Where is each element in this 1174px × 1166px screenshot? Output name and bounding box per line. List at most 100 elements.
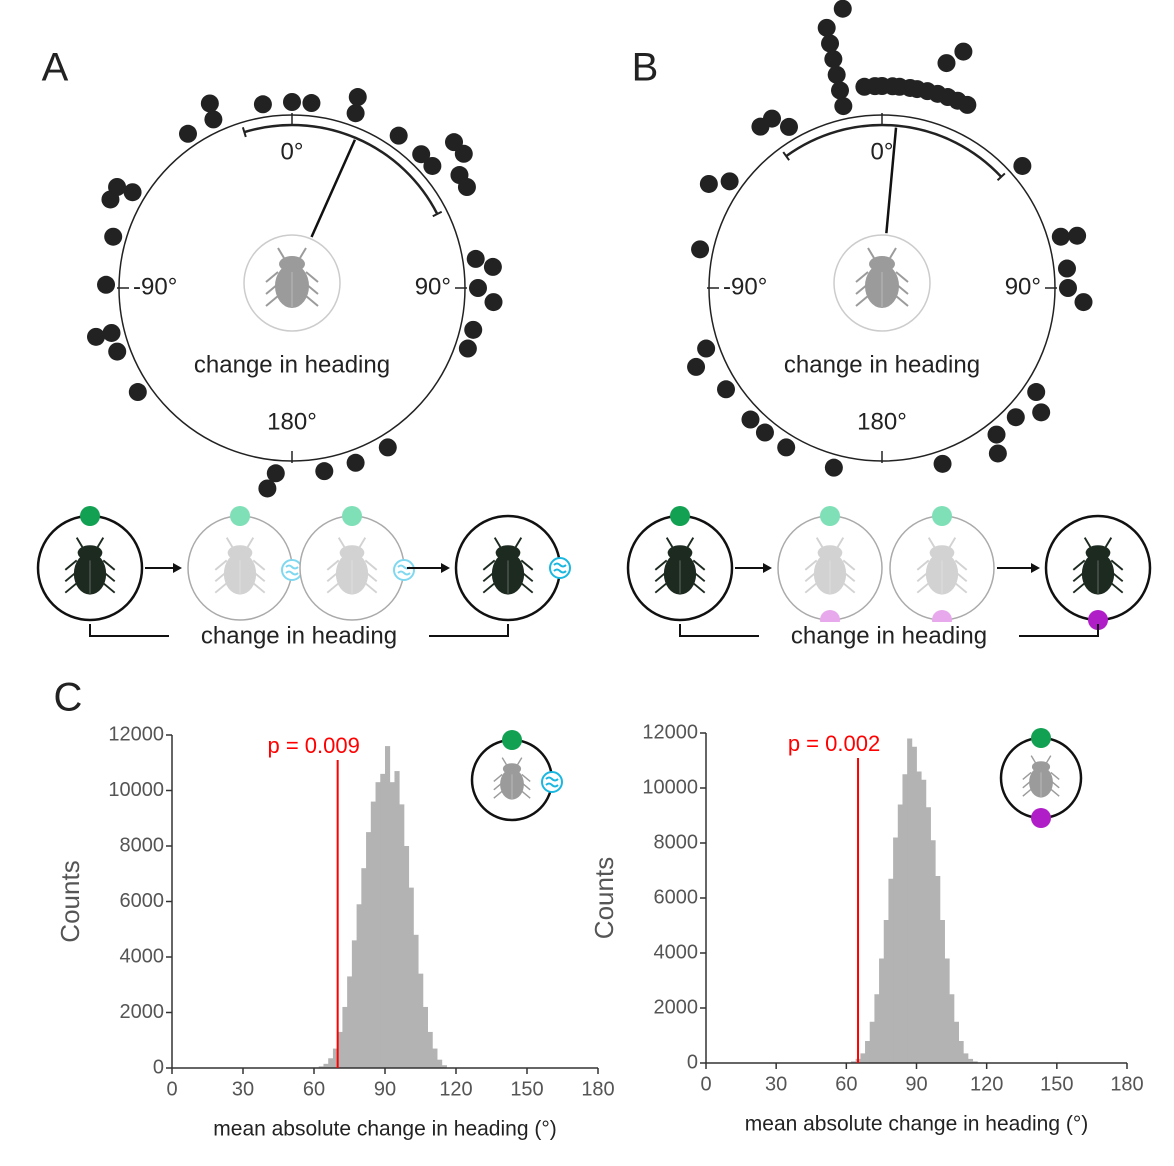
x-tick-label: 180 [581, 1078, 614, 1100]
beetle-icon [482, 537, 534, 595]
arc-end [782, 151, 790, 161]
heading-dot [817, 18, 836, 37]
beetle-leg [326, 582, 340, 594]
histogram-bar [337, 1031, 343, 1068]
histogram-bar [408, 887, 414, 1068]
histogram-bar [318, 1066, 324, 1068]
beetle-horn [96, 537, 105, 548]
heading-dot [1074, 293, 1093, 312]
heading-dot [720, 172, 739, 191]
cue-wave [553, 562, 567, 568]
threshold-annotation: p = 0.009 [267, 733, 359, 758]
y-tick-label: 10000 [642, 776, 698, 798]
beetle-leg [102, 559, 116, 571]
heading-dot [315, 462, 334, 481]
heading-dot [827, 65, 846, 84]
y-tick-label: 2000 [654, 996, 699, 1018]
heading-dot [824, 50, 843, 69]
beetle-icon [326, 537, 378, 595]
heading-dot [755, 423, 774, 442]
beetle-leg [804, 582, 818, 594]
beetle-leg [1110, 559, 1124, 571]
heading-dot [302, 94, 321, 113]
beetle-leg [493, 782, 503, 791]
cue-dot [541, 771, 563, 793]
heading-dot [751, 117, 770, 136]
angle-tick-label: 180° [857, 408, 907, 435]
y-tick-label: 8000 [120, 834, 165, 856]
beetle-head [929, 545, 955, 561]
histogram-bar [963, 1053, 969, 1063]
histogram-bar [879, 958, 885, 1063]
histogram-bar [403, 846, 410, 1068]
x-tick-label: 180 [1110, 1073, 1143, 1095]
beetle-head [339, 545, 365, 561]
beetle-leg [1022, 771, 1032, 780]
heading-dot [937, 54, 956, 73]
panel-label: C [54, 676, 83, 720]
cue-dot [1031, 728, 1051, 748]
beetle-horn [1104, 537, 1113, 548]
heading-dot [1059, 279, 1077, 297]
caption: change in heading [784, 351, 980, 378]
histogram-bar [422, 1006, 428, 1068]
heading-dot [283, 93, 301, 111]
cue-wave [397, 570, 411, 576]
histogram-bar [347, 976, 353, 1068]
beetle-leg [364, 559, 378, 571]
heading-dot [457, 178, 476, 196]
beetle-icon [855, 247, 909, 308]
angle-tick-label: 0° [281, 138, 304, 165]
beetle-leg [326, 559, 340, 571]
heading-dot [101, 190, 120, 209]
x-tick-label: 0 [166, 1078, 177, 1100]
beetle-body [1081, 552, 1115, 595]
beetle-horn [1030, 755, 1037, 763]
x-tick-label: 90 [905, 1073, 927, 1095]
heading-dot [346, 453, 365, 472]
histogram-bar [907, 738, 913, 1063]
y-tick-label: 6000 [654, 886, 699, 908]
histogram-bar [441, 1065, 447, 1068]
heading-dot [454, 144, 473, 163]
beetle-horn [836, 537, 845, 548]
beetle-leg [102, 571, 116, 583]
beetle-horn [514, 537, 523, 548]
cue-dot [670, 506, 690, 526]
histogram-bar [366, 832, 372, 1068]
x-tick-label: 0 [700, 1073, 711, 1095]
x-tick-label: 60 [835, 1073, 857, 1095]
beetle-leg [252, 559, 266, 571]
x-tick-label: 150 [1040, 1073, 1073, 1095]
arc-end [241, 127, 247, 138]
heading-dot [484, 293, 503, 312]
y-tick-label: 8000 [654, 831, 699, 853]
beetle-icon [916, 537, 968, 595]
beetle-leg [520, 582, 534, 594]
heading-dot [987, 425, 1006, 444]
beetle-leg [1022, 780, 1032, 789]
beetle-horn [337, 537, 346, 548]
beetle-leg [954, 571, 968, 583]
beetle-head [77, 545, 103, 561]
beetle-leg [520, 559, 534, 571]
heading-dot [777, 438, 796, 457]
heading-dot [458, 339, 477, 358]
beetle-leg [1050, 771, 1060, 780]
beetle-horn [927, 537, 936, 548]
beetle-leg [654, 559, 668, 571]
heading-dot [483, 257, 502, 276]
beetle-leg [64, 559, 78, 571]
heading-dot [780, 117, 798, 136]
heading-dot [464, 320, 483, 339]
beetle-body [865, 264, 899, 308]
x-tick-label: 120 [970, 1073, 1003, 1095]
diagram-caption: change in heading [791, 622, 987, 649]
beetle-leg [1072, 582, 1086, 594]
beetle-leg [265, 283, 279, 295]
beetle-leg [482, 582, 496, 594]
x-tick-label: 90 [374, 1078, 396, 1100]
heading-dot [1051, 227, 1070, 246]
beetle-icon [493, 757, 531, 800]
angle-tick-label: 0° [871, 138, 894, 165]
